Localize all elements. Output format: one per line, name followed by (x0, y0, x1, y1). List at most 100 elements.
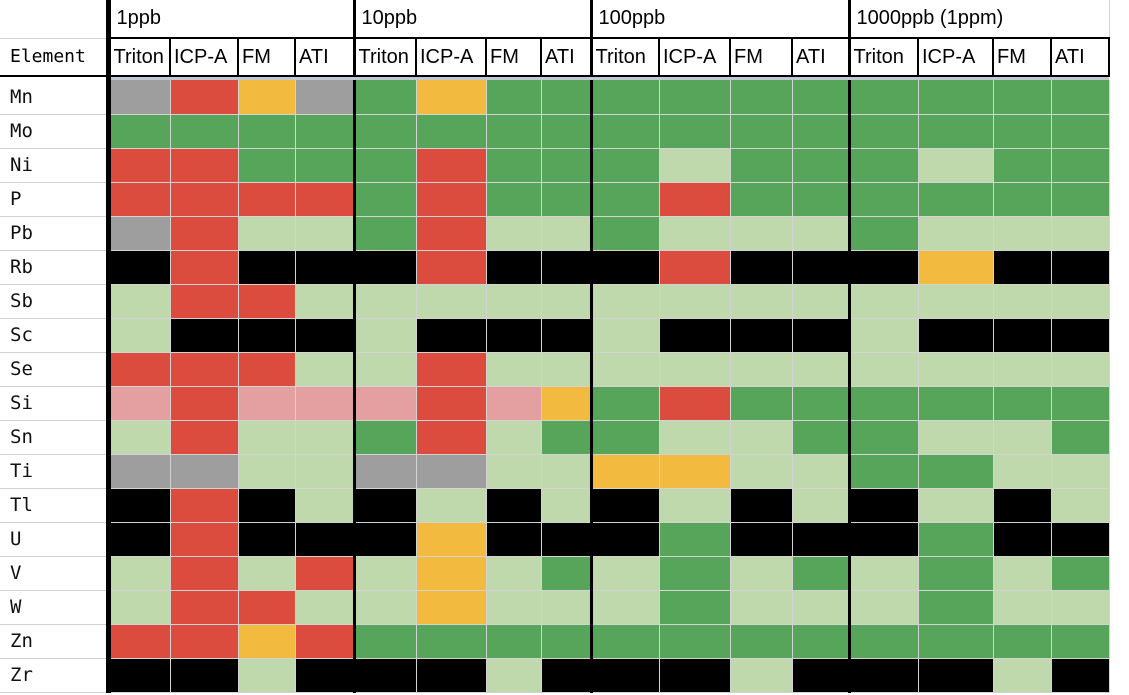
element-label[interactable]: Mn (0, 80, 111, 115)
result-cell[interactable] (108, 114, 171, 149)
result-cell[interactable] (591, 386, 660, 421)
result-cell[interactable] (295, 386, 356, 421)
result-cell[interactable] (238, 182, 296, 217)
result-cell[interactable] (170, 590, 239, 625)
method-header[interactable]: ATI (792, 37, 851, 77)
result-cell[interactable] (238, 250, 296, 285)
result-cell[interactable] (170, 80, 239, 115)
element-label[interactable]: Sc (0, 318, 111, 353)
result-cell[interactable] (238, 318, 296, 353)
result-cell[interactable] (849, 624, 919, 659)
concentration-header[interactable]: 10ppb (354, 0, 593, 39)
result-cell[interactable] (918, 488, 994, 523)
result-cell[interactable] (659, 488, 731, 523)
result-cell[interactable] (295, 590, 356, 625)
result-cell[interactable] (354, 284, 417, 319)
result-cell[interactable] (730, 250, 793, 285)
result-cell[interactable] (170, 114, 239, 149)
result-cell[interactable] (170, 658, 239, 693)
result-cell[interactable] (792, 556, 851, 591)
result-cell[interactable] (993, 386, 1052, 421)
result-cell[interactable] (849, 216, 919, 251)
result-cell[interactable] (849, 386, 919, 421)
result-cell[interactable] (730, 114, 793, 149)
result-cell[interactable] (659, 182, 731, 217)
result-cell[interactable] (659, 420, 731, 455)
result-cell[interactable] (416, 352, 487, 387)
result-cell[interactable] (792, 318, 851, 353)
result-cell[interactable] (416, 148, 487, 183)
result-cell[interactable] (354, 624, 417, 659)
element-label[interactable]: Pb (0, 216, 111, 251)
result-cell[interactable] (918, 148, 994, 183)
result-cell[interactable] (1051, 386, 1110, 421)
result-cell[interactable] (541, 318, 593, 353)
result-cell[interactable] (591, 216, 660, 251)
result-cell[interactable] (486, 658, 542, 693)
result-cell[interactable] (993, 114, 1052, 149)
result-cell[interactable] (792, 454, 851, 489)
result-cell[interactable] (238, 386, 296, 421)
result-cell[interactable] (108, 386, 171, 421)
result-cell[interactable] (354, 352, 417, 387)
result-cell[interactable] (993, 658, 1052, 693)
result-cell[interactable] (1051, 658, 1110, 693)
result-cell[interactable] (918, 386, 994, 421)
result-cell[interactable] (918, 114, 994, 149)
result-cell[interactable] (1051, 114, 1110, 149)
result-cell[interactable] (486, 420, 542, 455)
result-cell[interactable] (541, 420, 593, 455)
result-cell[interactable] (730, 522, 793, 557)
result-cell[interactable] (849, 80, 919, 115)
result-cell[interactable] (849, 318, 919, 353)
result-cell[interactable] (541, 624, 593, 659)
result-cell[interactable] (591, 182, 660, 217)
result-cell[interactable] (238, 420, 296, 455)
result-cell[interactable] (849, 352, 919, 387)
result-cell[interactable] (792, 114, 851, 149)
result-cell[interactable] (416, 114, 487, 149)
result-cell[interactable] (108, 148, 171, 183)
result-cell[interactable] (541, 352, 593, 387)
method-header[interactable]: FM (486, 37, 542, 77)
result-cell[interactable] (792, 522, 851, 557)
result-cell[interactable] (993, 182, 1052, 217)
result-cell[interactable] (591, 658, 660, 693)
result-cell[interactable] (416, 624, 487, 659)
result-cell[interactable] (354, 216, 417, 251)
result-cell[interactable] (108, 624, 171, 659)
result-cell[interactable] (541, 556, 593, 591)
result-cell[interactable] (730, 182, 793, 217)
result-cell[interactable] (170, 318, 239, 353)
result-cell[interactable] (849, 556, 919, 591)
result-cell[interactable] (591, 80, 660, 115)
result-cell[interactable] (238, 488, 296, 523)
result-cell[interactable] (238, 114, 296, 149)
result-cell[interactable] (849, 420, 919, 455)
result-cell[interactable] (354, 488, 417, 523)
result-cell[interactable] (170, 182, 239, 217)
result-cell[interactable] (541, 522, 593, 557)
element-label[interactable]: Si (0, 386, 111, 421)
result-cell[interactable] (918, 318, 994, 353)
result-cell[interactable] (849, 658, 919, 693)
result-cell[interactable] (849, 250, 919, 285)
result-cell[interactable] (238, 590, 296, 625)
result-cell[interactable] (541, 250, 593, 285)
result-cell[interactable] (295, 318, 356, 353)
result-cell[interactable] (295, 624, 356, 659)
result-cell[interactable] (730, 420, 793, 455)
result-cell[interactable] (659, 522, 731, 557)
result-cell[interactable] (295, 284, 356, 319)
result-cell[interactable] (1051, 522, 1110, 557)
result-cell[interactable] (416, 658, 487, 693)
element-column-header[interactable]: Element (0, 38, 111, 77)
result-cell[interactable] (238, 80, 296, 115)
result-cell[interactable] (792, 250, 851, 285)
result-cell[interactable] (354, 114, 417, 149)
result-cell[interactable] (486, 522, 542, 557)
result-cell[interactable] (238, 216, 296, 251)
result-cell[interactable] (486, 556, 542, 591)
result-cell[interactable] (541, 488, 593, 523)
result-cell[interactable] (170, 284, 239, 319)
